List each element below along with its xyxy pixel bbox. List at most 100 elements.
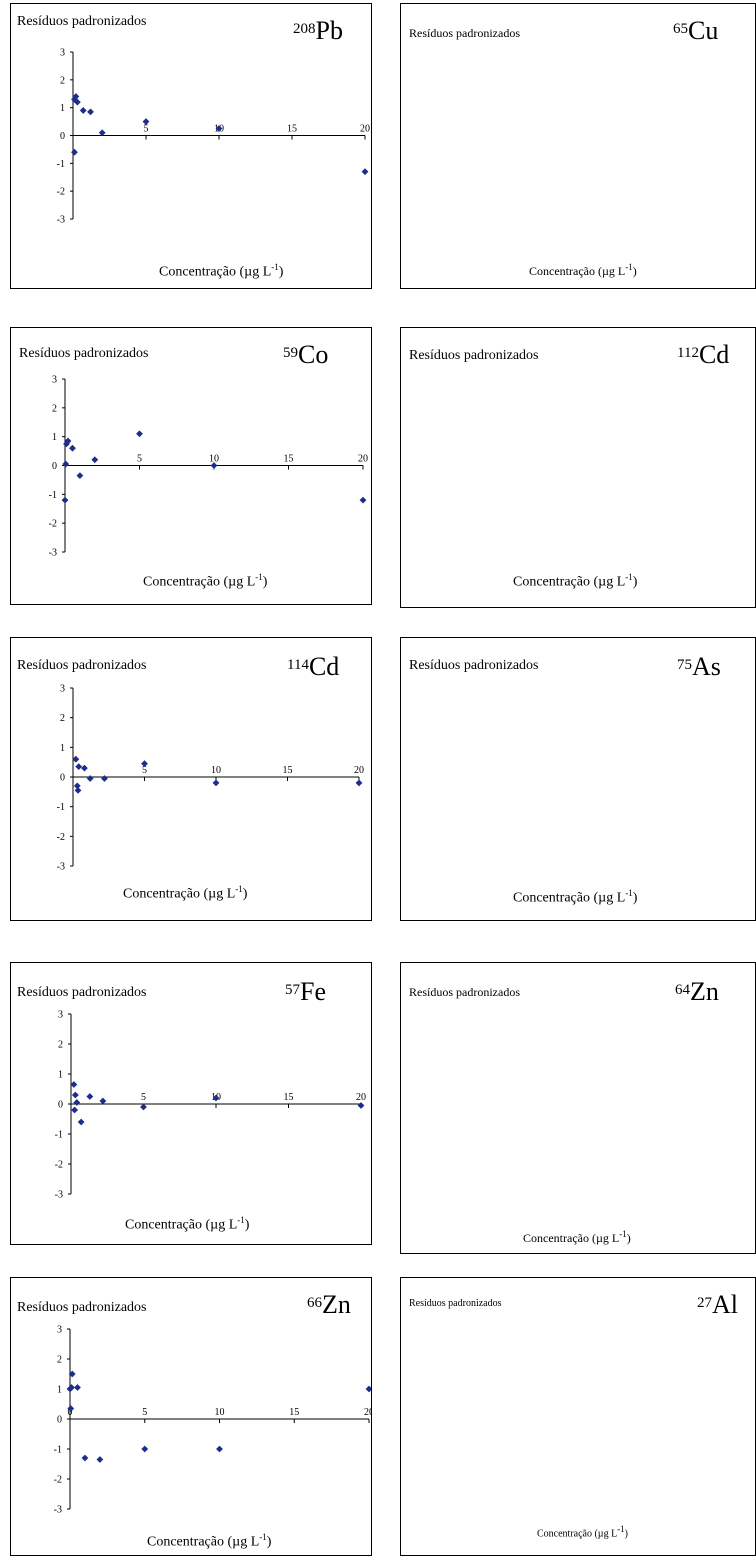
isotope-title: 57Fe: [285, 979, 326, 1005]
isotope-mass-number: 64: [675, 982, 690, 998]
isotope-mass-number: 27: [697, 1295, 712, 1311]
x-axis-label-exponent: -1: [235, 884, 243, 894]
y-axis-label: Resíduos padronizados: [17, 658, 147, 673]
data-point-marker: [81, 764, 88, 772]
data-point-marker: [77, 1118, 85, 1126]
x-axis-label-close: ): [632, 264, 637, 278]
data-point-marker: [215, 125, 223, 132]
data-point-marker: [141, 760, 148, 768]
x-axis-label-close: ): [244, 1217, 250, 1233]
y-tick-label: 1: [60, 743, 65, 754]
x-axis-label-close: ): [278, 264, 284, 280]
x-tick-label: 15: [283, 765, 293, 776]
data-point-marker: [212, 779, 220, 787]
data-point-marker: [75, 763, 83, 771]
x-tick-label: 20: [356, 1092, 366, 1103]
x-tick-label: 5: [142, 1407, 147, 1418]
x-axis-label: Concentração (µg L-1): [523, 1229, 631, 1246]
data-point-marker: [68, 1370, 76, 1378]
data-point-marker: [74, 1384, 81, 1391]
isotope-element: Cd: [308, 652, 340, 681]
isotope-title: 75As: [677, 654, 721, 680]
isotope-title: 66Zn: [307, 1292, 351, 1318]
isotope-element: As: [692, 652, 721, 681]
x-tick-label: 20: [354, 765, 364, 776]
y-tick-label: 2: [57, 1355, 62, 1366]
y-axis-label: Resíduos padronizados: [409, 26, 520, 40]
data-point-marker: [73, 782, 81, 790]
data-point-marker: [74, 786, 82, 794]
y-tick-label: 0: [57, 1415, 62, 1426]
data-point-marker: [140, 1103, 147, 1111]
data-point-marker: [73, 1099, 81, 1106]
y-tick-label: 1: [60, 103, 65, 114]
isotope-mass-number: 208: [293, 21, 316, 37]
x-tick-label: 5: [144, 124, 149, 135]
isotope-element: Al: [712, 1290, 738, 1319]
isotope-mass-number: 65: [673, 21, 688, 37]
x-axis-label-close: ): [266, 1534, 272, 1550]
data-point-marker: [87, 108, 94, 116]
isotope-element: Co: [298, 340, 329, 369]
isotope-title: 64Zn: [675, 979, 719, 1005]
x-axis-label-close: ): [262, 574, 268, 590]
data-point-marker: [99, 1097, 107, 1105]
y-axis-label: Resíduos padronizados: [409, 348, 539, 363]
x-axis-label: Concentração (µg L-1): [529, 262, 637, 279]
y-tick-label: 2: [60, 75, 65, 86]
x-axis-label: Concentração (µg L-1): [159, 262, 283, 281]
y-tick-label: 3: [52, 375, 57, 386]
y-axis-label: Resíduos padronizados: [19, 346, 149, 361]
x-tick-label: 10: [211, 765, 221, 776]
y-axis-label: Resíduos padronizados: [17, 985, 147, 1000]
data-point-marker: [61, 496, 69, 504]
x-axis-label-text: Concentração (µg L: [147, 1534, 260, 1550]
data-point-marker: [365, 1385, 371, 1393]
data-point-marker: [141, 1445, 149, 1453]
isotope-element: Pb: [315, 16, 343, 45]
x-axis-label: Concentração (µg L-1): [125, 1215, 249, 1234]
y-tick-label: -1: [54, 1445, 62, 1456]
data-point-marker: [72, 755, 80, 763]
data-point-marker: [361, 168, 369, 176]
isotope-title: 208Pb: [293, 18, 343, 44]
data-point-marker: [86, 775, 94, 782]
data-point-marker: [62, 460, 70, 468]
y-tick-label: -3: [57, 862, 65, 873]
x-axis-label-close: ): [242, 886, 248, 902]
data-point-marker: [357, 1102, 365, 1109]
data-point-marker: [71, 1091, 79, 1099]
x-tick-label: 20: [358, 454, 368, 465]
isotope-element: Zn: [690, 977, 719, 1006]
y-tick-label: 2: [60, 713, 65, 724]
y-tick-label: 0: [60, 131, 65, 142]
isotope-element: Cd: [698, 340, 730, 369]
x-axis-label-text: Concentração (µg L: [529, 264, 626, 278]
x-tick-label: 15: [289, 1407, 299, 1418]
x-axis-label-text: Concentração (µg L: [125, 1217, 238, 1233]
data-point-marker: [72, 93, 80, 100]
y-tick-label: 1: [57, 1385, 62, 1396]
data-point-marker: [86, 1093, 94, 1100]
x-axis-label-exponent: -1: [271, 262, 279, 272]
y-tick-label: -1: [49, 490, 57, 501]
data-point-marker: [96, 1456, 104, 1463]
isotope-element: Cu: [688, 16, 719, 45]
isotope-title: 27Al: [697, 1292, 738, 1318]
y-tick-label: -3: [54, 1505, 62, 1516]
x-axis-label-text: Concentração (µg L: [537, 1528, 618, 1540]
isotope-mass-number: 66: [307, 1295, 322, 1311]
x-tick-label: 15: [284, 454, 294, 465]
x-axis-label-exponent: -1: [619, 1229, 627, 1239]
x-axis-label-close: ): [632, 890, 638, 906]
data-point-marker: [98, 129, 106, 137]
isotope-title: 112Cd: [677, 342, 729, 368]
x-axis-label: Concentração (µg L-1): [147, 1532, 271, 1551]
y-tick-label: 1: [52, 432, 57, 443]
